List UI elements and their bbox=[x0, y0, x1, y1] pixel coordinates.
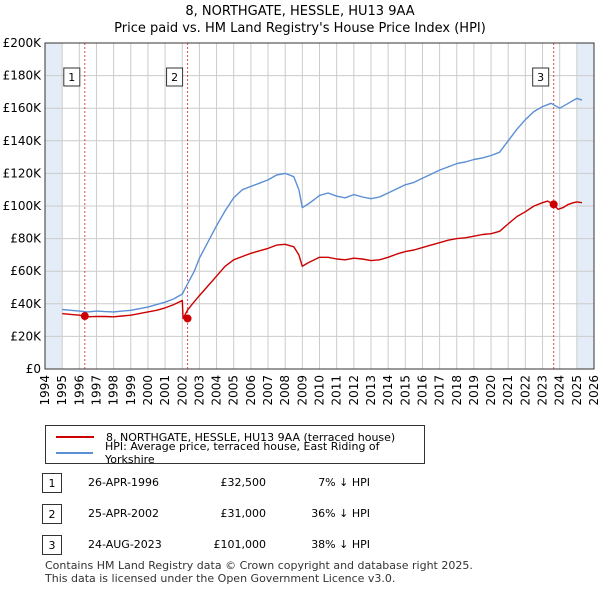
y-tick-label: £140K bbox=[3, 134, 43, 148]
x-tick-label: 2019 bbox=[467, 375, 481, 406]
x-tick-label: 2013 bbox=[364, 375, 378, 406]
x-tick-label: 1994 bbox=[38, 375, 52, 406]
x-tick-label: 2014 bbox=[381, 375, 395, 406]
x-tick-label: 2008 bbox=[278, 375, 292, 406]
chart-subtitle: Price paid vs. HM Land Registry's House … bbox=[114, 21, 486, 36]
sale-point bbox=[80, 312, 89, 321]
sale-label-text: 3 bbox=[537, 71, 544, 84]
x-tick-label: 2016 bbox=[415, 375, 429, 406]
footer-copyright: Contains HM Land Registry data © Crown c… bbox=[45, 559, 473, 572]
x-tick-label: 2007 bbox=[261, 375, 275, 406]
y-tick-label: £40K bbox=[10, 297, 42, 311]
x-tick-label: 2017 bbox=[433, 375, 447, 406]
transaction-date: 26-APR-1996 bbox=[88, 476, 160, 489]
y-tick-label: £80K bbox=[10, 232, 42, 246]
x-tick-label: 2015 bbox=[398, 375, 412, 406]
y-tick-label: £0 bbox=[26, 362, 41, 376]
transaction-date: 25-APR-2002 bbox=[88, 507, 160, 520]
transaction-price: £32,500 bbox=[220, 476, 267, 489]
legend-hpi-entry: HPI: Average price, terraced house, East… bbox=[56, 440, 424, 466]
x-tick-label: 1995 bbox=[55, 375, 69, 406]
x-tick-label: 2021 bbox=[501, 375, 515, 406]
footer: Contains HM Land Registry data © Crown c… bbox=[45, 559, 473, 585]
transaction-number: 1 bbox=[42, 473, 62, 493]
transaction-row-1: 1 26-APR-1996 £32,500 7% ↓ HPI bbox=[0, 473, 600, 495]
x-tick-label: 2003 bbox=[192, 375, 206, 406]
x-tick-label: 2000 bbox=[141, 375, 155, 406]
transaction-row-3: 3 24-AUG-2023 £101,000 38% ↓ HPI bbox=[0, 535, 600, 557]
transaction-number: 2 bbox=[42, 504, 62, 524]
chart-title-address: 8, NORTHGATE, HESSLE, HU13 9AA bbox=[185, 4, 415, 19]
y-tick-label: £20K bbox=[10, 329, 42, 343]
x-tick-label: 1996 bbox=[72, 375, 86, 406]
hpi-series-line bbox=[62, 97, 583, 313]
x-tick-label: 1997 bbox=[89, 375, 103, 406]
x-tick-label: 2001 bbox=[158, 375, 172, 406]
x-tick-label: 1999 bbox=[124, 375, 138, 406]
transaction-row-2: 2 25-APR-2002 £31,000 36% ↓ HPI bbox=[0, 504, 600, 526]
transaction-date: 24-AUG-2023 bbox=[88, 538, 162, 551]
plot-border bbox=[44, 42, 595, 370]
property-series-line bbox=[62, 200, 583, 320]
x-tick-label: 2026 bbox=[587, 375, 600, 406]
legend-property-entry: 8, NORTHGATE, HESSLE, HU13 9AA (terraced… bbox=[56, 430, 395, 444]
sale-point bbox=[549, 200, 558, 209]
legend-property-swatch bbox=[56, 436, 94, 438]
x-tick-label: 2012 bbox=[347, 375, 361, 406]
transaction-number: 3 bbox=[42, 535, 62, 555]
transaction-price: £101,000 bbox=[213, 538, 267, 551]
x-tick-label: 2005 bbox=[227, 375, 241, 406]
sale-point bbox=[183, 314, 192, 323]
x-tick-label: 2009 bbox=[295, 375, 309, 406]
y-tick-label: £60K bbox=[10, 264, 42, 278]
x-tick-label: 2022 bbox=[518, 375, 532, 406]
transaction-hpi-diff: 7% ↓ HPI bbox=[318, 476, 370, 489]
sale-label-text: 2 bbox=[171, 71, 178, 84]
x-tick-label: 2023 bbox=[536, 375, 550, 406]
x-tick-label: 2024 bbox=[553, 375, 567, 406]
transaction-price: £31,000 bbox=[220, 507, 267, 520]
x-tick-label: 2004 bbox=[210, 375, 224, 406]
x-tick-label: 2018 bbox=[450, 375, 464, 406]
y-tick-label: £180K bbox=[3, 69, 43, 83]
x-tick-label: 2020 bbox=[484, 375, 498, 406]
sale-label-text: 1 bbox=[68, 71, 75, 84]
legend-hpi-label: HPI: Average price, terraced house, East… bbox=[104, 440, 380, 466]
sale-label-box bbox=[166, 67, 184, 87]
transaction-hpi-diff: 38% ↓ HPI bbox=[311, 538, 370, 551]
sale-label-box bbox=[63, 67, 81, 87]
y-tick-label: £100K bbox=[3, 199, 43, 213]
footer-licence: This data is licensed under the Open Gov… bbox=[45, 572, 396, 585]
x-tick-label: 2011 bbox=[330, 375, 344, 406]
transaction-hpi-diff: 36% ↓ HPI bbox=[311, 507, 370, 520]
legend: 8, NORTHGATE, HESSLE, HU13 9AA (terraced… bbox=[45, 425, 425, 466]
x-tick-label: 2010 bbox=[313, 375, 327, 406]
y-tick-label: £200K bbox=[3, 36, 43, 50]
x-tick-label: 2025 bbox=[570, 375, 584, 406]
sale-label-box bbox=[532, 67, 550, 87]
legend-property-label: 8, NORTHGATE, HESSLE, HU13 9AA (terraced… bbox=[106, 430, 396, 444]
x-tick-label: 2002 bbox=[175, 375, 189, 406]
y-tick-label: £120K bbox=[3, 166, 43, 180]
price-chart: £0 £20K £40K £60K £80K £100K £120K £140K £160K £1… bbox=[3, 36, 600, 406]
x-tick-label: 1998 bbox=[107, 375, 121, 406]
legend-hpi-swatch bbox=[56, 452, 93, 454]
x-tick-label: 2006 bbox=[244, 375, 258, 406]
y-tick-label: £160K bbox=[3, 101, 43, 115]
